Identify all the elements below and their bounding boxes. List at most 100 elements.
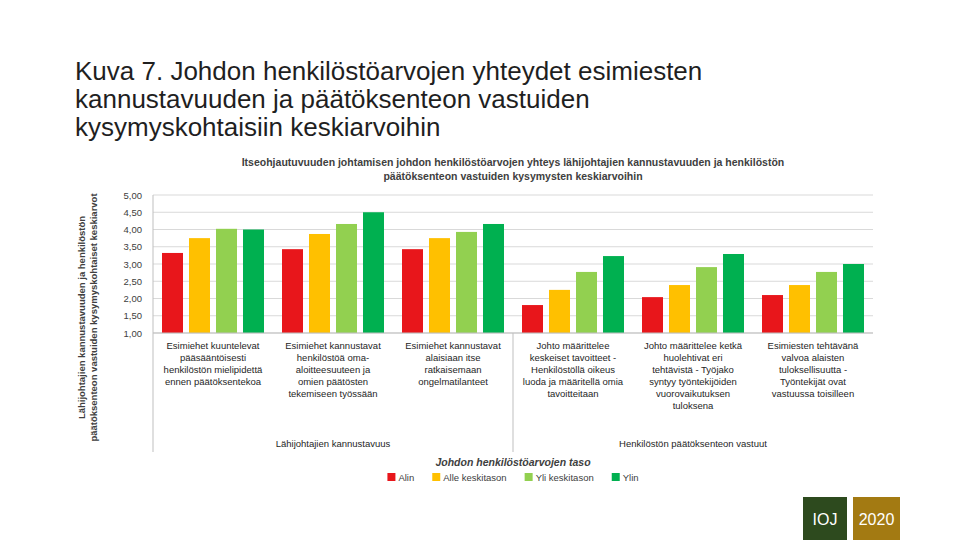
text-line: henkilöstöä oma-: [297, 352, 369, 363]
text-line: vastuussa toisilleen: [772, 388, 854, 399]
text-line: ratkaisemaan: [424, 364, 481, 375]
footer-text: IOJ: [813, 511, 838, 528]
bar: [243, 230, 264, 334]
text-line: Johto määrittelee ketkä: [644, 340, 743, 351]
legend-swatch: [432, 473, 440, 481]
text-line: Esimiehet kannustavat: [405, 340, 501, 351]
text-line: aloitteesuuteen ja: [296, 364, 371, 375]
text-line: henkilöstön mielipidettä: [164, 364, 263, 375]
text-line: Esimiesten tehtävänä: [768, 340, 860, 351]
category-label: Esimiehet kannustavathenkilöstöä oma-alo…: [285, 340, 381, 399]
text-line: Työntekijät ovat: [780, 376, 846, 387]
bar: [456, 232, 477, 333]
y-tick-label: 2,50: [124, 276, 143, 287]
text-line: alaisiaan itse: [426, 352, 481, 363]
y-tick-label: 1,50: [124, 310, 143, 321]
text-line: tuloksellisuutta -: [779, 364, 847, 375]
group-separator: [513, 333, 514, 452]
text-line: huolehtivat eri: [663, 352, 722, 363]
y-axis-line: [153, 195, 154, 452]
bar: [483, 224, 504, 333]
y-axis-label: Lähijohtajien kannustavuuden ja henkilös…: [76, 193, 99, 442]
text-line: tehtävistä - Työjako: [652, 364, 734, 375]
text-line: tavoitteitaan: [547, 388, 598, 399]
y-tick-label: 4,00: [124, 224, 143, 235]
bar: [789, 285, 810, 333]
text-line: keskeiset tavoitteet -: [530, 352, 617, 363]
text-line: tuloksena: [673, 400, 714, 411]
y-tick-label: 5,00: [124, 190, 143, 201]
bar: [642, 297, 663, 333]
legend-swatch: [525, 473, 533, 481]
text-line: päätöksenteon vastuiden kysymyskohtaiset…: [88, 193, 99, 442]
bar: [549, 290, 570, 333]
bar: [216, 229, 237, 333]
text-line: valvoa alaisten: [782, 352, 845, 363]
text-line: Johto määrittelee: [537, 340, 610, 351]
text-line: Henkilöstöllä oikeus: [531, 364, 615, 375]
text-line: Esimiehet kuuntelevat: [167, 340, 260, 351]
text-line: syntyy työntekijöiden: [649, 376, 737, 387]
text-line: vuorovaikutuksen: [656, 388, 730, 399]
legend-label: Ylin: [623, 472, 639, 483]
legend-swatch: [387, 473, 395, 481]
y-tick-label: 1,00: [124, 328, 143, 339]
text-line: kannustavuuden ja päätöksenteon vastuide…: [75, 84, 590, 114]
text-line: Lähijohtajien kannustavuuden ja henkilös…: [76, 216, 87, 419]
category-label: Esimiehet kannustavatalaisiaan itseratka…: [405, 340, 501, 387]
chart-title: Itseohjautuvuuden johtamisen johdon henk…: [242, 156, 785, 182]
footer-box: [803, 497, 847, 540]
bar: [603, 256, 624, 333]
bar: [162, 253, 183, 333]
bars: [162, 212, 864, 333]
text-line: omien päätösten: [298, 376, 368, 387]
y-tick-label: 3,50: [124, 241, 143, 252]
y-tick-label: 4,50: [124, 207, 143, 218]
bar: [189, 238, 210, 333]
group-label: Henkilöstön päätöksenteon vastuut: [619, 438, 767, 449]
bar: [282, 249, 303, 333]
bar: [816, 272, 837, 333]
slide: Kuva 7. Johdon henkilöstöarvojen yhteyde…: [0, 0, 960, 540]
bar: [336, 224, 357, 333]
x-axis-label: Johdon henkilöstöarvojen taso: [435, 456, 591, 468]
text-line: ongelmatilanteet: [418, 376, 488, 387]
legend-label: Alle keskitason: [443, 472, 506, 483]
bar: [576, 272, 597, 333]
legend: Alin Alle keskitason Yli keskitason Ylin: [387, 472, 638, 483]
bar: [363, 212, 384, 333]
group-label: Lähijohtajien kannustavuus: [276, 438, 391, 449]
bar: [696, 267, 717, 333]
grid-line: [153, 212, 873, 213]
text-line: kysymyskohtaisiin keskiarvoihin: [75, 112, 441, 142]
legend-label: Yli keskitason: [536, 472, 594, 483]
bar: [762, 295, 783, 333]
text-line: Itseohjautuvuuden johtamisen johdon henk…: [242, 156, 785, 168]
text-line: luoda ja määritellä omia: [523, 376, 624, 387]
text-line: Kuva 7. Johdon henkilöstöarvojen yhteyde…: [75, 56, 702, 86]
bar: [522, 305, 543, 333]
text-line: tekemiseen työssään: [288, 388, 377, 399]
footer-text: 2020: [859, 511, 895, 528]
legend-swatch: [612, 473, 620, 481]
slide-title: Kuva 7. Johdon henkilöstöarvojen yhteyde…: [75, 56, 702, 142]
grid-line: [153, 195, 873, 196]
text-line: päätöksenteon vastuiden kysymysten keski…: [383, 170, 642, 182]
y-label-group: Lähijohtajien kannustavuuden ja henkilös…: [76, 193, 99, 442]
bar: [429, 238, 450, 333]
bar: [309, 234, 330, 333]
category-label: Johto määrittelee ketkähuolehtivat erite…: [644, 340, 743, 411]
category-label: Esimiehet kuuntelevatpääsääntöisestihenk…: [164, 340, 263, 387]
bar: [843, 264, 864, 333]
bar: [402, 249, 423, 333]
category-label: Esimiesten tehtävänävalvoa alaistentulok…: [768, 340, 860, 399]
legend-label: Alin: [398, 472, 414, 483]
y-tick-label: 2,00: [124, 293, 143, 304]
bar: [723, 254, 744, 333]
y-tick-label: 3,00: [124, 259, 143, 270]
category-label: Johto määritteleekeskeiset tavoitteet -H…: [523, 340, 624, 399]
text-line: ennen päätöksentekoa: [165, 376, 262, 387]
text-line: pääsääntöisesti: [180, 352, 246, 363]
bar: [669, 285, 690, 333]
text-line: Esimiehet kannustavat: [285, 340, 381, 351]
